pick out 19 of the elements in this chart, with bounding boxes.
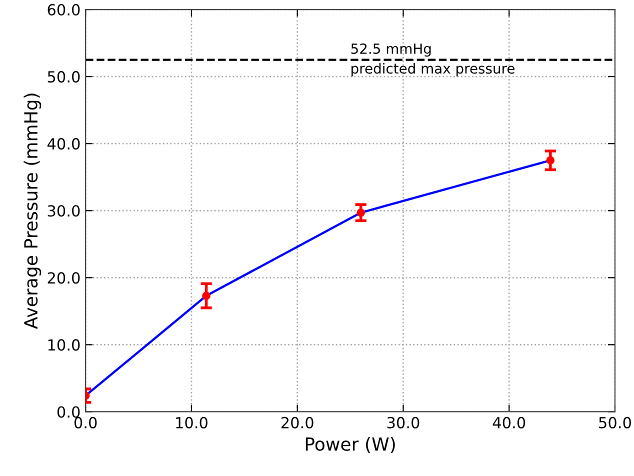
y-tick-label: 10.0 xyxy=(48,339,80,351)
y-tick-label: 0.0 xyxy=(57,406,80,418)
x-tick-label: 30.0 xyxy=(387,416,420,428)
x-tick-label: 20.0 xyxy=(281,416,314,428)
x-tick-label: 50.0 xyxy=(599,416,631,428)
point xyxy=(356,208,366,217)
y-tick-label: 40.0 xyxy=(47,138,80,150)
y-tick-label: 50.0 xyxy=(48,71,80,83)
y-tick-label: 60.0 xyxy=(48,4,80,16)
ref-line-label: 52.5 mmHg predicted max pressure xyxy=(351,43,514,76)
y-tick-label: 20.0 xyxy=(48,272,80,284)
point xyxy=(546,156,555,165)
x-tick-label: 10.0 xyxy=(176,416,208,428)
x-tick-label: 0.0 xyxy=(74,416,97,428)
x-tick-label: 40.0 xyxy=(492,416,526,428)
point xyxy=(202,292,210,300)
x-axis-title: Power (W) xyxy=(306,436,395,454)
y-axis-title: Average Pressure (mmHg) xyxy=(24,94,42,329)
y-tick-label: 30.0 xyxy=(48,205,80,217)
